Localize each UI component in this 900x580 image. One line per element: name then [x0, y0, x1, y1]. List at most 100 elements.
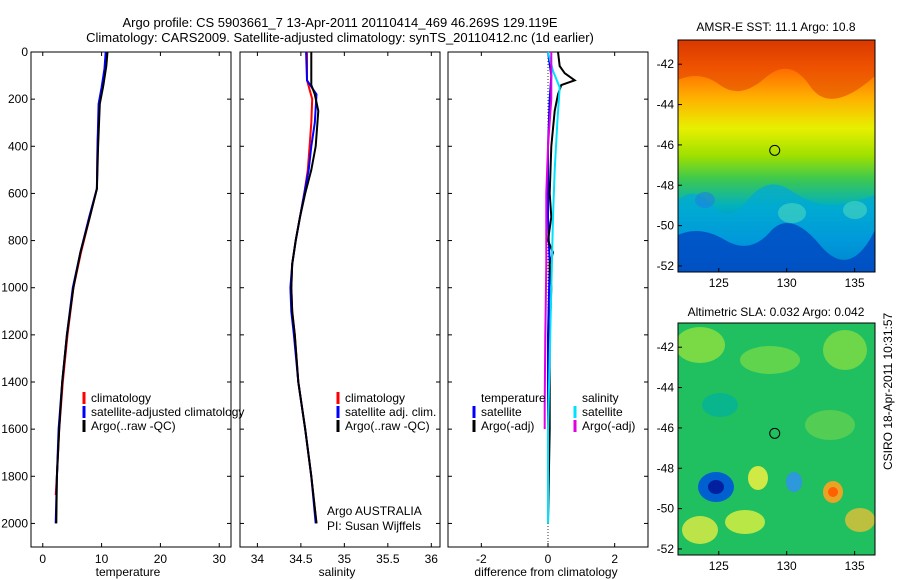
- sla-blob: [678, 327, 725, 363]
- x-tick-label: 34: [251, 552, 265, 566]
- x-tick-label: -2: [476, 552, 487, 566]
- sla-blob: [805, 410, 855, 440]
- legend-label-satellite: satellite adj. clim.: [345, 405, 436, 419]
- map-x-tick-label: 135: [845, 276, 865, 290]
- salinity-annotation-1: Argo AUSTRALIA: [327, 504, 422, 518]
- salinity-legend: climatology satellite adj. clim. Argo(..…: [327, 391, 436, 533]
- map-y-tick-label: -48: [657, 178, 675, 192]
- map-y-tick-label: -44: [657, 98, 675, 112]
- y-tick-label: 1000: [1, 281, 28, 295]
- legend-label-sal-satellite: satellite: [582, 405, 623, 419]
- sst-eddy: [843, 201, 867, 219]
- header-line-1: Argo profile: CS 5903661_7 13-Apr-2011 2…: [122, 15, 557, 30]
- x-tick-label: 10: [95, 552, 109, 566]
- legend-label-climatology: climatology: [91, 391, 151, 405]
- legend-label-climatology: climatology: [345, 391, 405, 405]
- map-y-tick-label: -44: [657, 381, 675, 395]
- map-x-tick-label: 125: [709, 276, 729, 290]
- sla-low-core: [708, 480, 724, 494]
- sla-high-eddy: [725, 510, 765, 534]
- map-y-tick-label: -46: [657, 421, 675, 435]
- sla-low-eddy: [786, 472, 802, 492]
- legend-label-argo: Argo(..raw -QC): [91, 419, 176, 433]
- timestamp-label: CSIRO 18-Apr-2011 10:31:57: [881, 312, 895, 470]
- x-tick-label: 0: [545, 552, 552, 566]
- difference-plot: -2 0 2: [448, 51, 648, 566]
- salinity-plot: 34 34.5 35 35.5 36: [240, 51, 440, 566]
- x-tick-label: 2: [611, 552, 618, 566]
- sst-map-frame: [677, 39, 876, 273]
- x-tick-label: 36: [425, 552, 439, 566]
- legend-label-satellite: satellite-adjusted climatology: [91, 405, 244, 419]
- legend-header-temperature: temperature: [481, 391, 546, 405]
- sla-blob: [823, 330, 867, 370]
- legend-label-sal-argo: Argo(-adj): [582, 419, 635, 433]
- map-x-tick-label: 130: [777, 276, 797, 290]
- y-tick-label: 1600: [1, 422, 28, 436]
- legend-label-argo: Argo(..raw -QC): [345, 419, 430, 433]
- difference-legend: temperature satellite Argo(-adj) salinit…: [472, 391, 635, 433]
- temperature-panel: [30, 51, 232, 548]
- map-y-tick-label: -48: [657, 461, 675, 475]
- series-line-argo-raw-qc-: [290, 52, 320, 524]
- temperature-xlabel: temperature: [96, 565, 161, 579]
- sst-map-image: [678, 40, 875, 272]
- series-line-salinity-argo-adj-: [543, 52, 553, 430]
- series-line-argo-raw-qc-: [55, 51, 109, 524]
- y-tick-label: 1200: [1, 328, 28, 342]
- argo-location-marker: [769, 144, 781, 156]
- y-tick-label: 2000: [1, 516, 28, 530]
- sst-eddy: [695, 192, 715, 208]
- sla-high-eddy: [845, 508, 875, 532]
- x-tick-label: 0: [39, 552, 46, 566]
- series-line-salinity-satellite: [547, 51, 561, 524]
- sla-high-eddy: [682, 516, 718, 544]
- difference-xlabel: difference from climatology: [474, 565, 617, 579]
- map-x-tick-label: 135: [845, 559, 865, 573]
- argo-location-marker: [769, 427, 781, 439]
- y-tick-label: 0: [21, 45, 28, 59]
- sst-map-axes: 125 130 135 -42 -44 -46 -48 -50 -52: [657, 57, 865, 290]
- y-tick-label: 800: [8, 234, 28, 248]
- y-tick-label: 1400: [1, 375, 28, 389]
- header-line-2: Climatology: CARS2009. Satellite-adjuste…: [86, 30, 594, 45]
- legend-label-temp-satellite: satellite: [481, 405, 522, 419]
- y-tick-label: 400: [8, 139, 28, 153]
- map-y-tick-label: -52: [657, 259, 675, 273]
- legend-header-salinity: salinity: [582, 391, 619, 405]
- sla-blob: [702, 393, 738, 417]
- sla-map-axes: 125 130 135 -42 -44 -46 -48 -50 -52: [657, 340, 865, 573]
- sla-map-frame: [677, 322, 876, 556]
- sla-map-image: [678, 323, 875, 555]
- sla-high-eddy: [748, 466, 768, 490]
- map-y-tick-label: -50: [657, 502, 675, 516]
- x-tick-label: 20: [154, 552, 168, 566]
- sla-high-core: [828, 487, 838, 497]
- map-y-tick-label: -42: [657, 57, 675, 71]
- salinity-xlabel: salinity: [319, 565, 356, 579]
- salinity-panel: [239, 51, 441, 548]
- y-tick-label: 200: [8, 92, 28, 106]
- map-y-tick-label: -52: [657, 542, 675, 556]
- map-x-tick-label: 130: [777, 559, 797, 573]
- sst-map-title: AMSR-E SST: 11.1 Argo: 10.8: [696, 20, 856, 34]
- sla-blob: [740, 346, 800, 374]
- temperature-legend: climatology satellite-adjusted climatolo…: [82, 391, 244, 433]
- x-tick-label: 30: [213, 552, 227, 566]
- sst-eddy: [778, 203, 806, 223]
- map-x-tick-label: 125: [709, 559, 729, 573]
- sst-warm-band: [678, 40, 875, 99]
- salinity-annotation-2: PI: Susan Wijffels: [327, 519, 421, 533]
- temperature-plot: 0 10 20 30 0 200 400 600 800 1000 1200 1400 1600 1800…: [1, 45, 231, 566]
- sla-map-title: Altimetric SLA: 0.032 Argo: 0.042: [688, 305, 865, 319]
- map-y-tick-label: -46: [657, 138, 675, 152]
- y-tick-label: 600: [8, 186, 28, 200]
- map-y-tick-label: -50: [657, 219, 675, 233]
- x-tick-label: 34.5: [289, 552, 313, 566]
- y-tick-label: 1800: [1, 469, 28, 483]
- x-tick-label: 35.5: [376, 552, 400, 566]
- map-y-tick-label: -42: [657, 340, 675, 354]
- x-tick-label: 35: [338, 552, 352, 566]
- sst-coldest-band: [678, 223, 875, 272]
